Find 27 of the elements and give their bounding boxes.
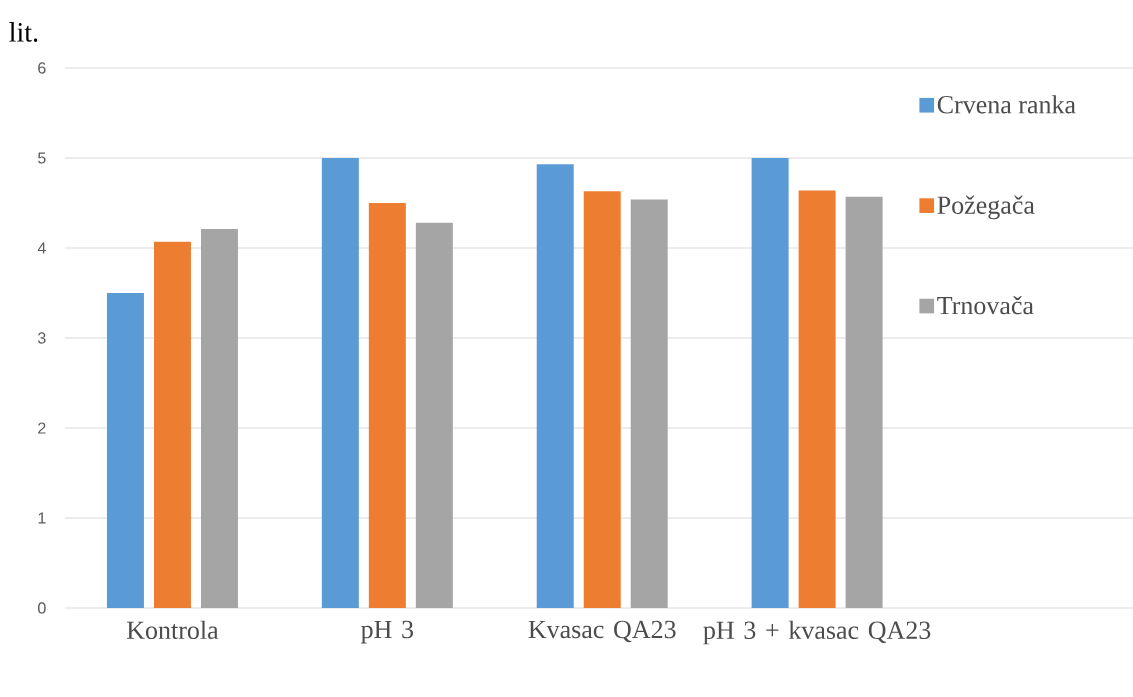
bar [106,293,144,609]
y-tick-label: 3 [38,332,46,344]
bar [415,222,453,609]
legend-label: Crvena ranka [937,95,1076,114]
bar [368,203,406,609]
y-tick-label: 1 [38,512,46,524]
bar [583,191,621,609]
bar [751,158,789,609]
bar [321,158,359,609]
x-tick-label: pH 3 + kvasac QA23 [703,620,931,645]
x-tick-label: Kontrola [126,620,219,640]
y-tick-label: 6 [38,62,46,74]
x-tick-label: Kvasac QA23 [528,620,676,643]
bar [630,199,668,609]
y-tick-label: 2 [38,422,46,434]
legend-label: Požegača [937,195,1035,220]
y-tick-label: 4 [37,242,46,254]
legend-label: Trnovača [937,296,1034,315]
bar [845,196,883,609]
bar [153,241,191,609]
y-tick-label: 5 [38,152,46,164]
bar [200,229,238,609]
y-tick-label: 0 [38,602,46,614]
text: lit. [9,22,38,42]
bar [798,190,836,609]
bar [536,164,574,609]
x-tick-label: pH 3 [361,620,414,644]
